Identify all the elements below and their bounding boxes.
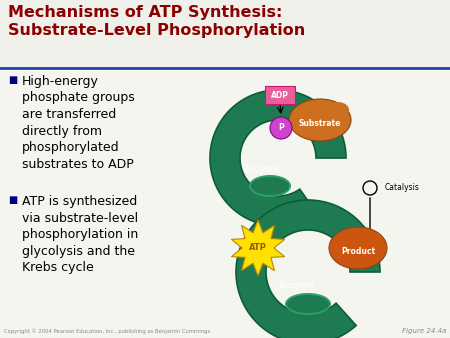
- Text: ATP is synthesized
via substrate-level
phosphorylation in
glycolysis and the
Kre: ATP is synthesized via substrate-level p…: [22, 195, 138, 274]
- Text: Enzyme: Enzyme: [245, 166, 281, 174]
- Text: Enzyme: Enzyme: [280, 282, 316, 290]
- Text: Mechanisms of ATP Synthesis:
Substrate-Level Phosphorylation: Mechanisms of ATP Synthesis: Substrate-L…: [8, 5, 305, 38]
- Text: Figure 24.4a: Figure 24.4a: [401, 328, 446, 334]
- Text: ■: ■: [8, 195, 17, 205]
- Polygon shape: [210, 90, 346, 226]
- Ellipse shape: [289, 99, 351, 141]
- Bar: [0, 0, 450, 68]
- Ellipse shape: [285, 293, 331, 315]
- Polygon shape: [236, 200, 380, 338]
- Text: P: P: [278, 123, 284, 132]
- Text: Substrate: Substrate: [299, 119, 341, 127]
- Polygon shape: [231, 220, 285, 276]
- Ellipse shape: [363, 233, 383, 247]
- Ellipse shape: [249, 175, 291, 197]
- Text: ADP: ADP: [271, 91, 289, 99]
- Ellipse shape: [327, 102, 349, 118]
- Ellipse shape: [251, 177, 289, 195]
- Text: High-energy
phosphate groups
are transferred
directly from
phosphorylated
substr: High-energy phosphate groups are transfe…: [22, 75, 135, 170]
- Ellipse shape: [287, 295, 329, 313]
- FancyBboxPatch shape: [265, 86, 295, 104]
- Text: ATP: ATP: [249, 243, 267, 252]
- Circle shape: [270, 117, 292, 139]
- Ellipse shape: [329, 227, 387, 269]
- Text: Catalysis: Catalysis: [385, 184, 420, 193]
- Text: ■: ■: [8, 75, 17, 85]
- Text: Product: Product: [341, 246, 375, 256]
- Text: Copyright © 2004 Pearson Education, Inc., publishing as Benjamin Cummings: Copyright © 2004 Pearson Education, Inc.…: [4, 329, 210, 334]
